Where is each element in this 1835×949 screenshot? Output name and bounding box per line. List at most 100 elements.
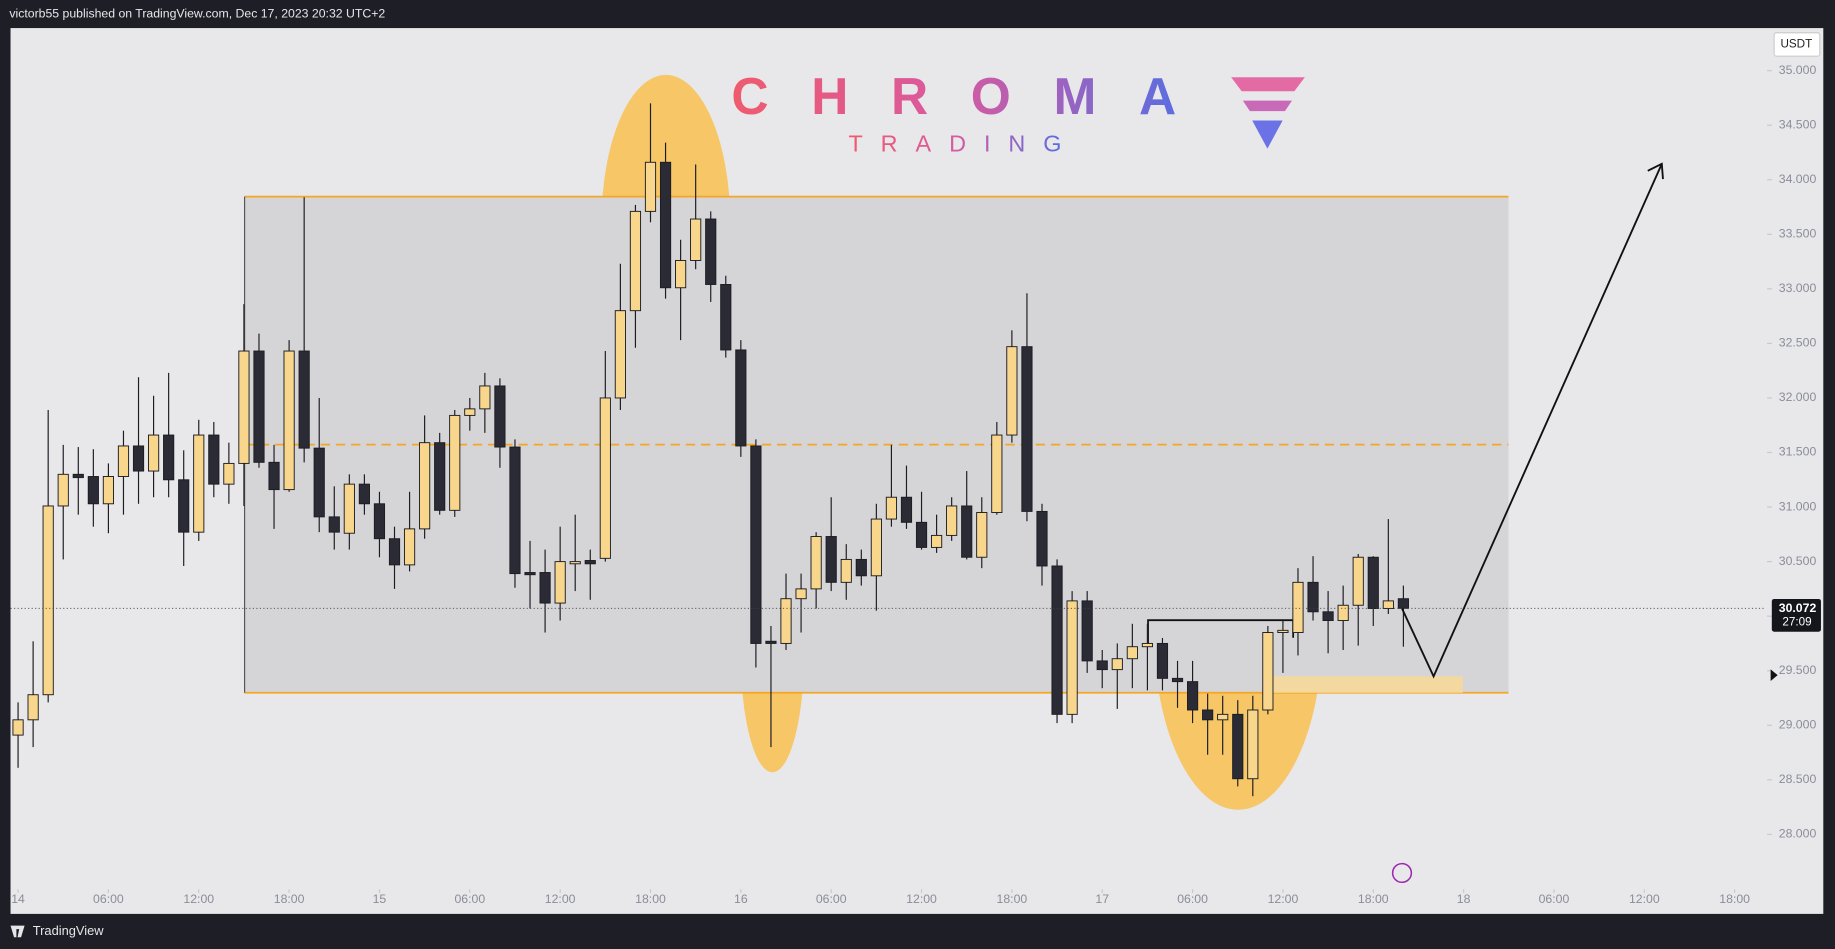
- candle-body: [659, 161, 672, 289]
- candle-body: [1096, 660, 1108, 671]
- x-tick-label: 18:00: [1719, 892, 1750, 906]
- x-tick-label: 06:00: [1177, 892, 1208, 906]
- y-tick-label: 32.500: [1779, 336, 1817, 350]
- candle-body: [102, 476, 114, 505]
- candle-body: [42, 505, 54, 696]
- candle-body: [750, 445, 762, 644]
- candle-body: [735, 349, 747, 447]
- x-tick-label: 14: [11, 892, 25, 906]
- demand-zone: [1273, 676, 1463, 693]
- candle-body: [810, 536, 822, 590]
- plot: 28.00028.50029.00029.50030.00030.50031.0…: [10, 63, 1821, 906]
- candle-body: [1337, 604, 1349, 621]
- candle-body: [1397, 598, 1409, 609]
- candle-body: [1322, 611, 1334, 621]
- x-tick-label: 06:00: [816, 892, 847, 906]
- candle-body: [283, 350, 295, 491]
- candle-body: [1021, 346, 1033, 512]
- x-tick-label: 06:00: [93, 892, 124, 906]
- x-tick-label: 12:00: [183, 892, 214, 906]
- candle-body: [464, 408, 476, 416]
- currency-box: [1773, 32, 1821, 57]
- x-tick-label: 18:00: [1358, 892, 1389, 906]
- last-price-box: [1771, 598, 1821, 632]
- candle-body: [1292, 581, 1304, 633]
- candle-body: [855, 558, 867, 577]
- x-tick-label: 12:00: [906, 892, 937, 906]
- x-tick-label: 12:00: [545, 892, 576, 906]
- candle-body: [644, 161, 657, 212]
- candle-body: [253, 350, 265, 463]
- arrow-head: [1647, 162, 1664, 180]
- x-tick-label: 18:00: [274, 892, 305, 906]
- candle-body: [780, 598, 792, 644]
- candle-body: [419, 442, 431, 530]
- candle-body: [72, 473, 84, 479]
- candle-body: [87, 476, 99, 505]
- candle-body: [554, 561, 566, 604]
- candle-body: [1126, 646, 1138, 660]
- x-tick-label: 06:00: [1539, 892, 1570, 906]
- y-tick-label: 29.500: [1779, 663, 1817, 677]
- event-icon[interactable]: [1391, 862, 1413, 884]
- candle-body: [946, 505, 958, 536]
- candle-body: [1382, 600, 1394, 609]
- x-tick-label: 17: [1095, 892, 1109, 906]
- logo-part: [1252, 120, 1283, 149]
- candle-body: [976, 512, 988, 558]
- y-tick-label: 30.500: [1779, 554, 1817, 568]
- y-tick-label: 33.500: [1779, 227, 1817, 241]
- candle-body: [132, 445, 145, 472]
- candle-body: [569, 561, 581, 565]
- candle-body: [795, 588, 807, 600]
- x-tick-label: 15: [373, 892, 387, 906]
- candle-body: [238, 350, 250, 464]
- logo-part: [1231, 77, 1305, 92]
- candle-body: [1217, 713, 1229, 721]
- candle-body: [178, 479, 190, 533]
- candle-body: [765, 640, 777, 644]
- candle-body: [12, 719, 24, 736]
- y-tick-label: 34.500: [1779, 117, 1817, 131]
- candle-body: [840, 558, 852, 583]
- candle-body: [524, 572, 536, 576]
- candle-body: [1262, 632, 1274, 711]
- candle-body: [27, 694, 39, 721]
- candle-body: [1006, 346, 1018, 436]
- x-tick-label: 18: [1457, 892, 1471, 906]
- y-tick-label: 32.000: [1779, 390, 1817, 404]
- candle-body: [328, 516, 340, 533]
- y-tick-label: 33.000: [1779, 281, 1817, 295]
- y-tick-label: 35.000: [1779, 63, 1817, 77]
- candle-body: [1111, 658, 1123, 671]
- candle-body: [403, 528, 416, 566]
- candle-body: [1277, 629, 1289, 633]
- published-line: victorb55 published on TradingView.com, …: [9, 6, 385, 20]
- candle-body: [1051, 565, 1063, 715]
- candle-body: [675, 260, 687, 289]
- candle-body: [931, 534, 943, 548]
- candle-body: [193, 434, 205, 533]
- candle-body: [223, 462, 235, 485]
- x-tick-label: 12:00: [1629, 892, 1660, 906]
- candle-body: [208, 434, 220, 485]
- candle-body: [1081, 600, 1093, 662]
- logo-part: [1242, 100, 1292, 112]
- y-tick-label: 28.500: [1779, 772, 1817, 786]
- x-tick-label: 18:00: [635, 892, 666, 906]
- candle-body: [825, 536, 837, 583]
- candle-body: [690, 218, 702, 261]
- candle-body: [479, 385, 491, 410]
- candle-body: [117, 445, 130, 477]
- scroll-marker[interactable]: [1770, 669, 1778, 682]
- candle-body: [705, 218, 717, 285]
- candle-body: [885, 496, 898, 520]
- last-price-label: 30.072: [1779, 601, 1817, 615]
- candle-body: [313, 447, 325, 518]
- footer-logo: [10, 925, 25, 938]
- y-tick-label: 29.000: [1779, 718, 1817, 732]
- candle-body: [57, 473, 69, 507]
- candle-body: [1156, 642, 1169, 679]
- candle-body: [1186, 681, 1199, 711]
